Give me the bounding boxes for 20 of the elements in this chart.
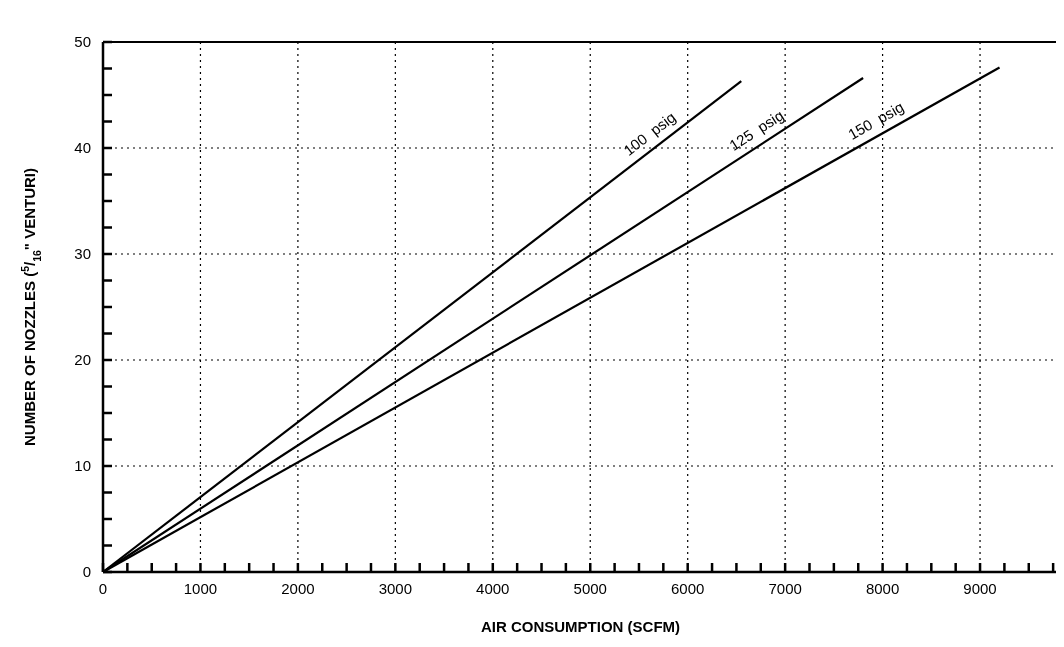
text: 150 psig xyxy=(845,98,907,143)
x-axis-title: AIR CONSUMPTION (SCFM) xyxy=(480,618,681,635)
text: 125 psig xyxy=(726,106,787,154)
y-tick-label: 0 xyxy=(82,563,91,580)
x-tick-label: 5000 xyxy=(573,580,607,597)
x-tick-label: 3000 xyxy=(378,580,413,597)
y-tick-label: 10 xyxy=(74,457,91,474)
y-tick-label: 20 xyxy=(74,351,91,368)
x-tick-label: 0 xyxy=(98,580,108,597)
x-tick-label: 8000 xyxy=(865,580,900,597)
x-tick-label: 7000 xyxy=(768,580,802,597)
y-tick-label: 50 xyxy=(74,33,91,50)
x-tick-label: 4000 xyxy=(476,580,510,597)
x-tick-label: 2000 xyxy=(281,580,315,597)
y-tick-label: 40 xyxy=(74,139,91,156)
x-tick-label: 6000 xyxy=(671,580,705,597)
text: 100 psig xyxy=(620,108,679,159)
x-tick-label: 9000 xyxy=(963,580,997,597)
y-tick-label: 30 xyxy=(74,245,91,262)
x-tick-label: 1000 xyxy=(183,580,218,597)
